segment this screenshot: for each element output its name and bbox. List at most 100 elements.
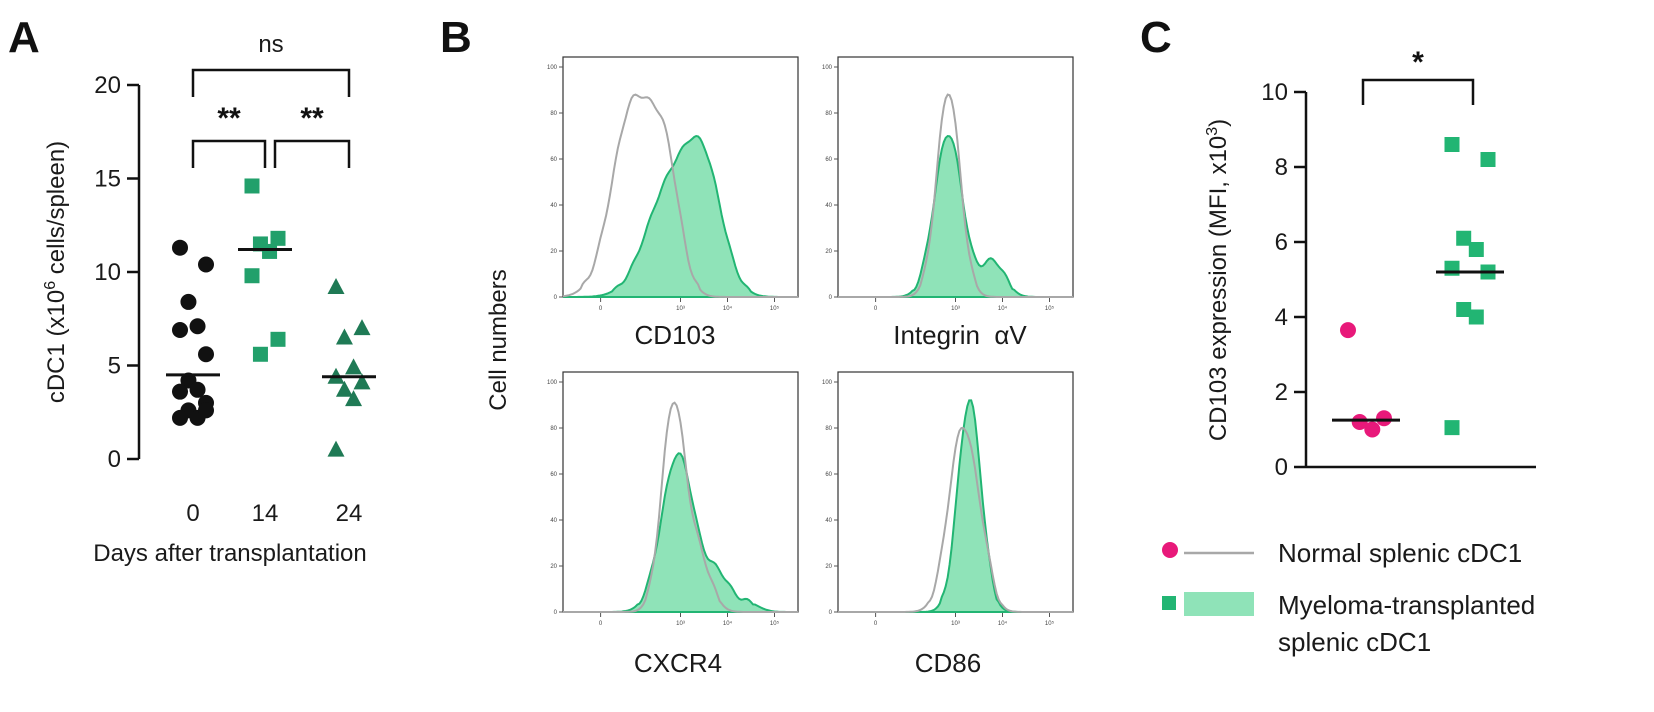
legend-normal-marker	[1162, 542, 1178, 558]
panel-c-point-group-1	[1468, 309, 1484, 325]
histogram-y-tick-label: 100	[822, 65, 833, 71]
histogram-x-tick-label: 10⁵	[770, 305, 780, 312]
panel-a-point-day-14	[244, 268, 260, 284]
panel-a-point-day-14	[262, 243, 278, 259]
histogram-x-tick-label: 10⁴	[998, 305, 1008, 312]
histogram-0: 0 20 40 60 80 100 0 10³ 10⁴ 10⁵	[547, 56, 799, 312]
histogram-x-tick-label: 0	[599, 621, 603, 627]
histogram-normal-line	[563, 401, 798, 613]
panel-a-point-day-0	[172, 409, 188, 426]
histogram-y-tick-label: 20	[825, 249, 832, 255]
panel-c-point-group-1	[1468, 242, 1484, 257]
histogram-normal-line	[838, 93, 1073, 298]
histogram-y-tick-label: 100	[547, 380, 558, 386]
histogram-y-tick-label: 0	[829, 295, 833, 301]
panel-a-x-axis-title: Days after transplantation	[93, 540, 366, 567]
histogram-x-tick-label: 10⁴	[723, 305, 733, 312]
panel-a-point-day-14	[252, 346, 268, 362]
histogram-y-tick-label: 20	[550, 564, 557, 570]
histogram-x-tick-label: 10⁵	[770, 620, 780, 627]
panel-a-bracket-ns: ns	[191, 31, 351, 97]
panel-a-point-day-0	[180, 293, 197, 310]
panel-a-point-day-24	[353, 319, 371, 336]
panel-c-scatter: 0 2 4 6 8 10 CD103 expression (MFI, x103) *	[1204, 46, 1536, 481]
legend-myeloma-fill	[1184, 592, 1254, 616]
legend-normal-label: Normal splenic cDC1	[1278, 538, 1522, 568]
histogram-label-cxcr4: CXCR4	[634, 648, 722, 678]
histogram-myeloma-area	[838, 399, 1073, 613]
panel-c-point-group-1	[1480, 152, 1496, 167]
panel-c-point-group-1	[1444, 137, 1460, 152]
histogram-y-tick-label: 60	[550, 157, 557, 163]
panel-letter-c: C	[1140, 13, 1172, 62]
panel-a-y-tick-label: 20	[94, 72, 121, 99]
histogram-x-tick-label: 0	[599, 306, 603, 312]
panel-a-point-day-0	[198, 346, 214, 363]
panel-a-point-day-14	[270, 331, 286, 347]
histogram-y-tick-label: 60	[825, 472, 832, 478]
panel-c-y-tick-label: 2	[1275, 379, 1288, 406]
histogram-x-tick-label: 10³	[951, 306, 960, 312]
panel-b-y-axis-title: Cell numbers	[485, 269, 512, 410]
histogram-3: 0 20 40 60 80 100 0 10³ 10⁴ 10⁵	[822, 371, 1074, 627]
panel-a-point-day-24	[335, 328, 353, 345]
panel-c-y-tick-label: 10	[1261, 79, 1288, 106]
histogram-y-tick-label: 40	[550, 518, 557, 524]
panel-a-sig-14-24: **	[300, 102, 324, 135]
panel-c-bracket: *	[1361, 46, 1475, 105]
legend-myeloma-label-line1: Myeloma-transplanted	[1278, 590, 1535, 620]
histogram-1: 0 20 40 60 80 100 0 10³ 10⁴ 10⁵	[822, 56, 1074, 312]
histogram-normal-line	[562, 93, 798, 298]
histogram-myeloma-area	[563, 452, 798, 613]
panel-c-point-group-0	[1340, 322, 1356, 339]
legend-myeloma-marker	[1162, 596, 1176, 610]
histogram-2: 0 20 40 60 80 100 0 10³ 10⁴ 10⁵	[547, 371, 799, 627]
histogram-y-tick-label: 80	[825, 426, 832, 432]
histogram-y-tick-label: 100	[547, 65, 558, 71]
histogram-label-cd86: CD86	[915, 648, 981, 678]
panel-a-point-day-14	[244, 178, 260, 194]
histogram-y-tick-label: 20	[550, 249, 557, 255]
panel-b-histograms: Cell numbers 0 20 40 60 80 100 0 10³ 10⁴ 10⁵ 0 20 40…	[485, 56, 1074, 678]
panel-a-bracket-0-14: **	[191, 102, 267, 168]
panel-a-point-day-0	[172, 383, 188, 400]
panel-a-point-day-24	[345, 358, 363, 375]
histogram-y-tick-label: 20	[825, 564, 832, 570]
histogram-x-tick-label: 0	[874, 306, 878, 312]
histogram-y-tick-label: 40	[550, 203, 557, 209]
panel-c-y-axis-title: CD103 expression (MFI, x103)	[1204, 119, 1232, 441]
panel-a-sig-0-14: **	[217, 102, 241, 135]
panel-c-point-group-1	[1444, 420, 1460, 436]
histogram-y-tick-label: 80	[550, 111, 557, 117]
panel-a-point-day-24	[327, 277, 345, 294]
panel-a-point-day-24	[327, 440, 345, 457]
legend: Normal splenic cDC1 Myeloma-transplanted…	[1162, 538, 1535, 657]
panel-c-point-group-0	[1376, 410, 1392, 427]
histogram-y-tick-label: 0	[554, 295, 558, 301]
panel-a-point-day-0	[198, 256, 214, 273]
panel-a-x-tick-label: 0	[186, 500, 199, 527]
panel-a-x-tick-label: 24	[336, 500, 363, 527]
panel-c-y-tick-label: 6	[1275, 229, 1288, 256]
panel-c-point-group-1	[1456, 230, 1472, 246]
histogram-y-tick-label: 60	[550, 472, 557, 478]
panel-a-point-day-0	[172, 239, 188, 256]
panel-c-sig: *	[1412, 46, 1424, 79]
panel-a-point-day-24	[345, 390, 363, 407]
histogram-y-tick-label: 60	[825, 157, 832, 163]
histogram-label-integrin: Integrin αV	[893, 320, 1027, 350]
legend-myeloma-label-line2: splenic cDC1	[1278, 627, 1431, 657]
histogram-y-tick-label: 0	[554, 610, 558, 616]
panel-a-point-day-24	[335, 380, 353, 397]
panel-a-point-day-0	[172, 321, 188, 338]
panel-c-point-group-1	[1456, 302, 1472, 317]
panel-a-y-tick-label: 0	[108, 446, 121, 473]
panel-a-sig-ns: ns	[258, 31, 283, 58]
panel-a-point-day-24	[353, 373, 371, 390]
histogram-x-tick-label: 10³	[676, 306, 685, 312]
panel-a-x-tick-label: 14	[252, 500, 279, 527]
histogram-x-tick-label: 10³	[676, 621, 685, 627]
histogram-x-tick-label: 10⁴	[723, 620, 733, 627]
histogram-label-cd103: CD103	[635, 320, 716, 350]
